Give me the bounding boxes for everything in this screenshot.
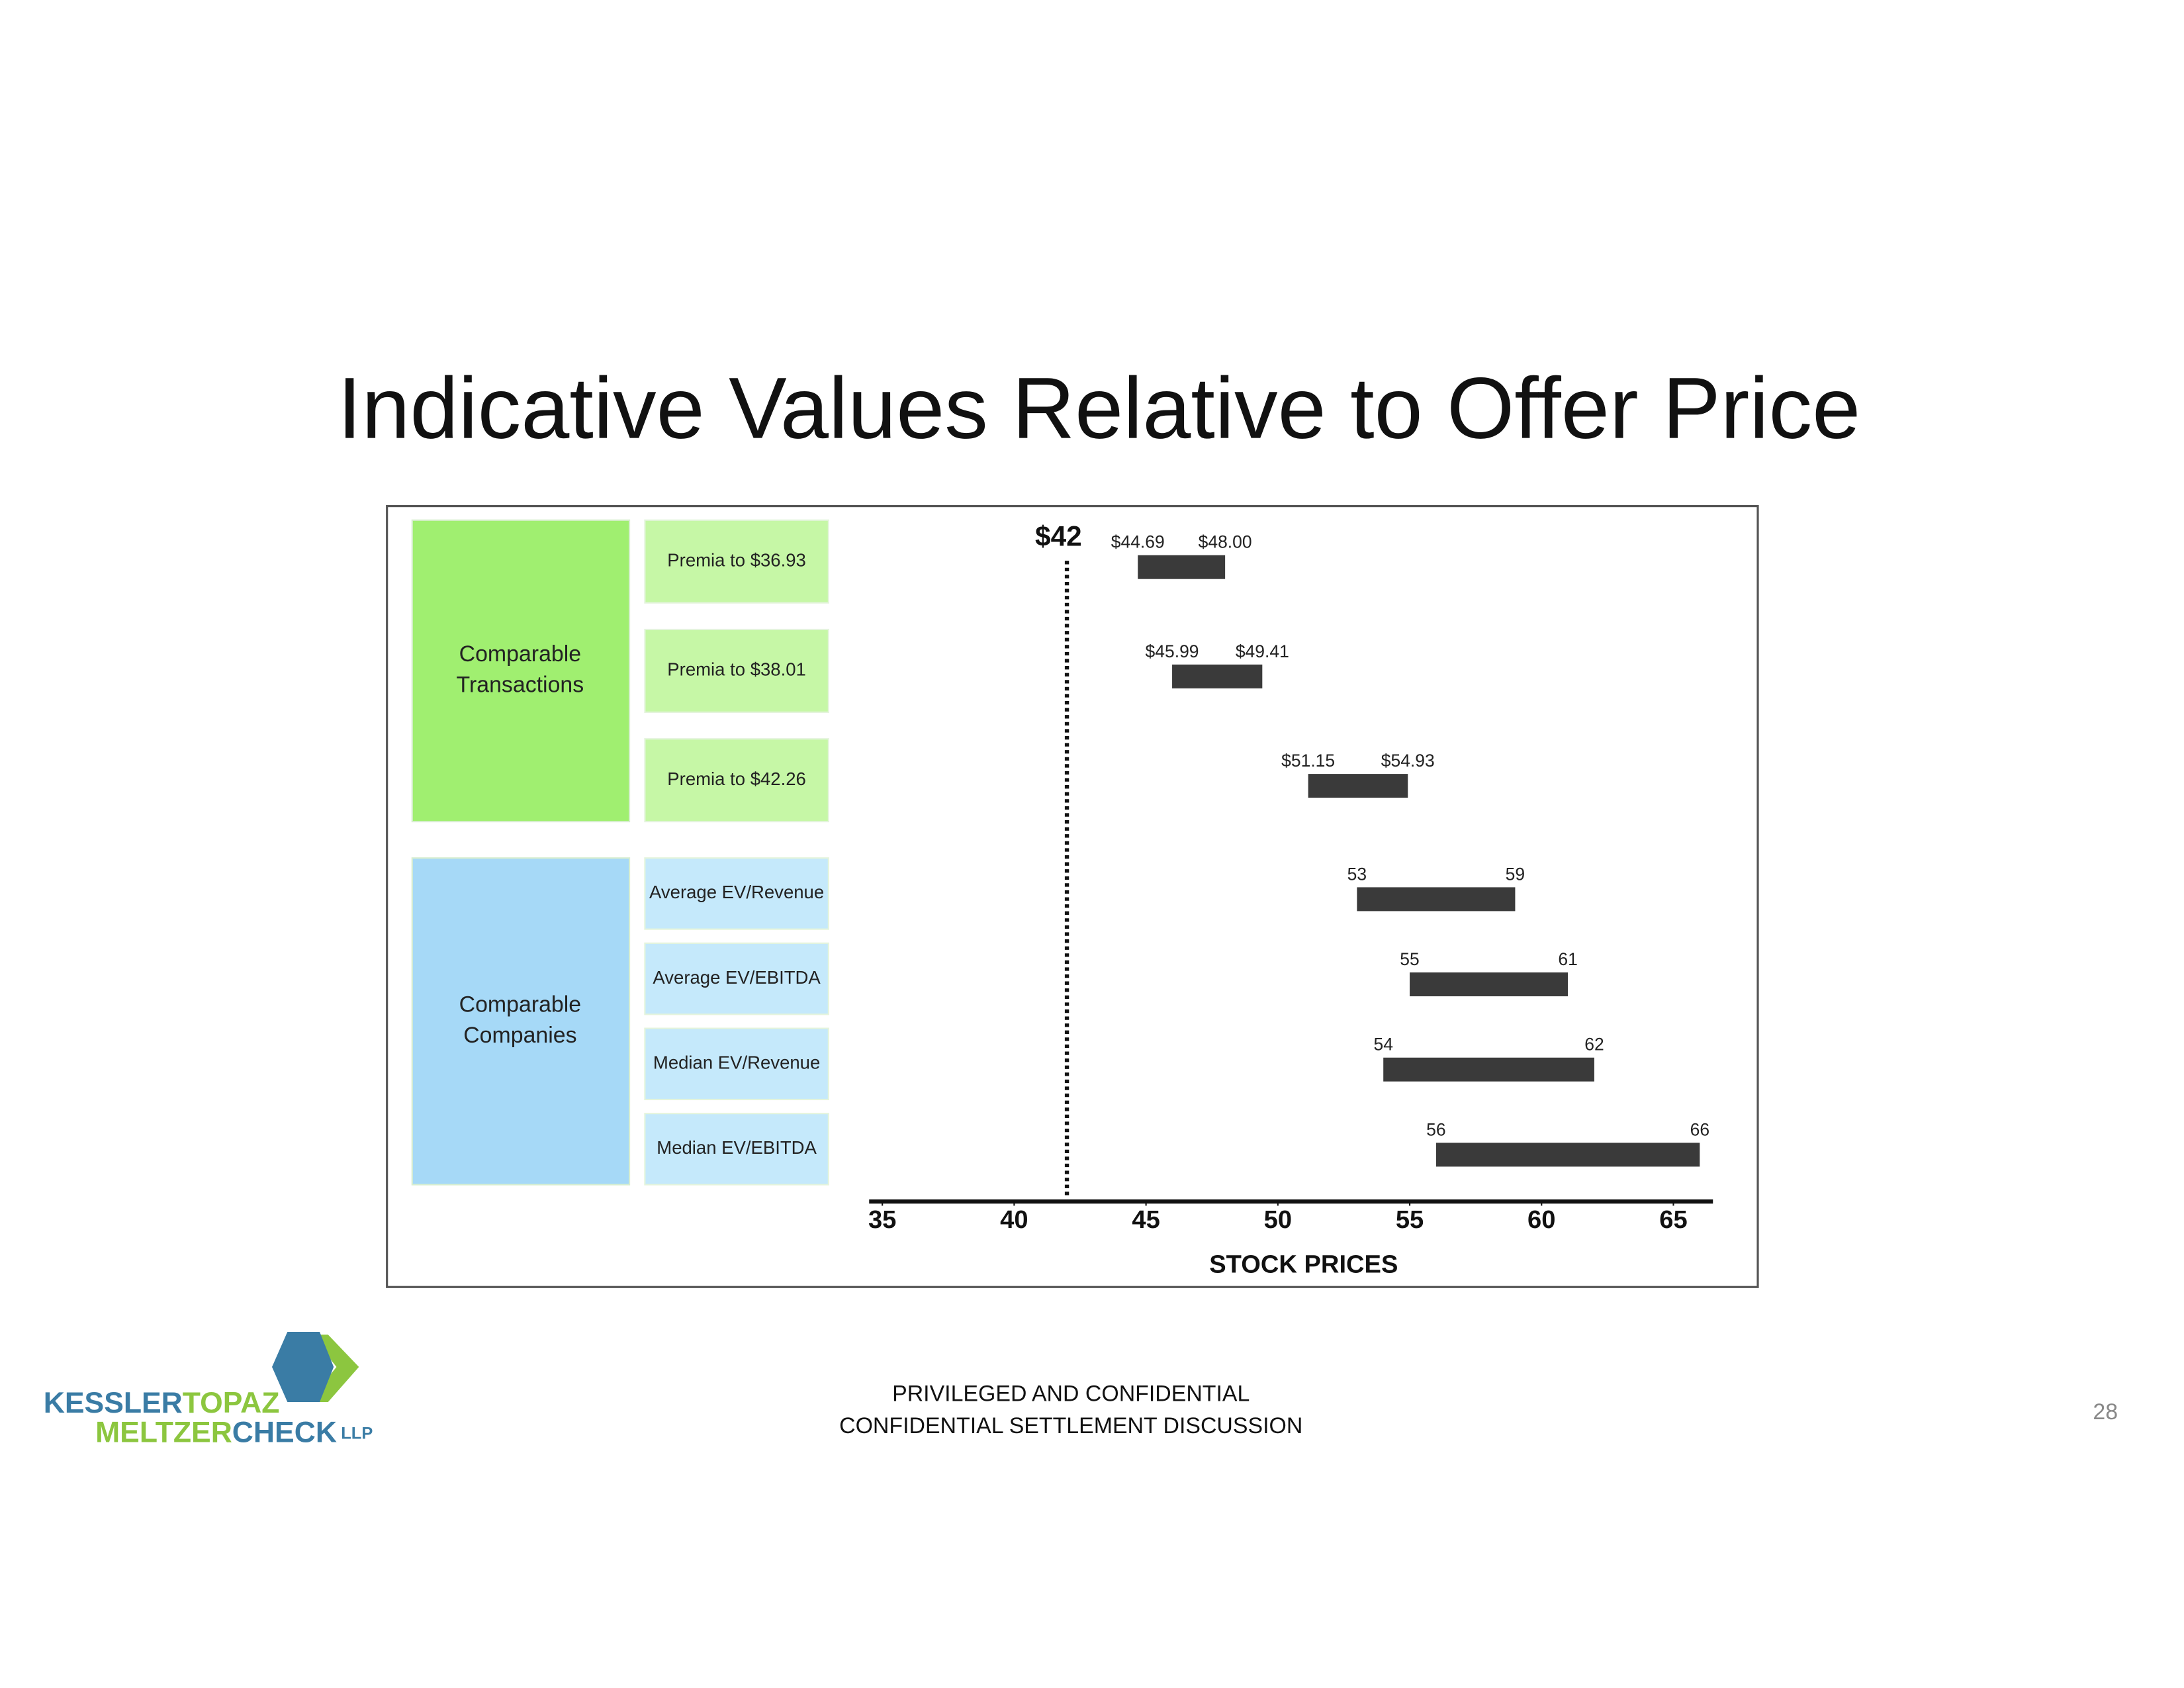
logo-word: KESSLER (44, 1387, 183, 1419)
footer-line: PRIVILEGED AND CONFIDENTIAL (892, 1381, 1250, 1406)
logo-chevron (308, 1335, 359, 1402)
group-label: Comparable (459, 992, 582, 1017)
value-label: 55 (1400, 949, 1419, 969)
x-tick-label: 60 (1527, 1205, 1555, 1234)
range-bar (1308, 774, 1408, 798)
page-number: 28 (2093, 1399, 2118, 1425)
logo: KESSLERTOPAZ MELTZERCHECK LLP (44, 1332, 373, 1448)
row-box (644, 628, 829, 713)
value-label: 53 (1347, 864, 1367, 884)
x-tick-label: 50 (1264, 1205, 1292, 1234)
row-label: Average EV/EBITDA (653, 967, 821, 988)
value-label: $44.69 (1111, 532, 1165, 552)
logo-hexagon (272, 1332, 334, 1402)
group-label: Comparable (459, 641, 582, 667)
row-box (644, 1113, 829, 1186)
group-box (411, 857, 631, 1186)
slide-title: Indicative Values Relative to Offer Pric… (338, 359, 1860, 457)
value-label: $45.99 (1146, 641, 1199, 661)
value-label: $49.41 (1236, 641, 1289, 661)
x-tick-label: 65 (1659, 1205, 1687, 1234)
reference-label: $42 (1035, 520, 1082, 551)
group-box (411, 519, 631, 823)
value-label: $54.93 (1381, 751, 1435, 771)
x-axis-label: STOCK PRICES (1209, 1250, 1398, 1279)
range-bar (1435, 1143, 1700, 1167)
row-label: Median EV/EBITDA (657, 1137, 817, 1158)
logo-word: LLP (341, 1424, 373, 1442)
row-label: Premia to $38.01 (667, 659, 806, 680)
row-box (644, 857, 829, 930)
x-tick-label: 40 (1000, 1205, 1028, 1234)
value-label: 62 (1584, 1035, 1604, 1055)
row-box (644, 519, 829, 604)
range-bar (1357, 887, 1516, 912)
row-label: Premia to $42.26 (667, 769, 806, 789)
row-label: Average EV/Revenue (649, 882, 824, 902)
x-tick-label: 55 (1396, 1205, 1424, 1234)
value-label: 61 (1558, 949, 1577, 969)
range-bar (1172, 664, 1263, 688)
logo-word: MELTZER (95, 1416, 232, 1448)
group-label: Transactions (457, 673, 584, 698)
x-tick-label: 35 (868, 1205, 896, 1234)
row-label: Premia to $36.93 (667, 550, 806, 571)
logo-word: TOPAZ (183, 1387, 280, 1419)
footer-line: CONFIDENTIAL SETTLEMENT DISCUSSION (839, 1413, 1302, 1438)
group-label: Companies (463, 1023, 576, 1048)
value-label: 59 (1506, 864, 1525, 884)
row-box (644, 1027, 829, 1101)
logo-word: CHECK (232, 1416, 337, 1448)
x-tick-label: 45 (1132, 1205, 1160, 1234)
logo-text: KESSLERTOPAZ (44, 1387, 280, 1419)
row-box (644, 942, 829, 1015)
range-bar (1410, 972, 1569, 997)
logo-text: MELTZERCHECK LLP (95, 1416, 373, 1448)
value-label: $48.00 (1199, 532, 1252, 552)
value-label: 66 (1690, 1119, 1709, 1139)
range-bar (1138, 555, 1226, 579)
value-label: $51.15 (1281, 751, 1335, 771)
row-box (644, 738, 829, 823)
value-label: 56 (1426, 1119, 1445, 1139)
row-label: Median EV/Revenue (653, 1053, 820, 1073)
range-bar (1383, 1057, 1594, 1082)
value-label: 54 (1373, 1035, 1392, 1055)
